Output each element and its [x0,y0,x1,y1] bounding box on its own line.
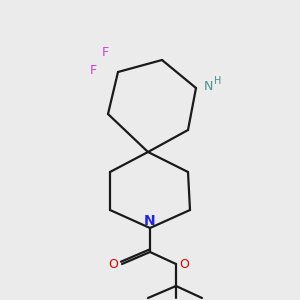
Text: O: O [108,259,118,272]
Text: N: N [144,214,156,228]
Text: F: F [101,46,109,59]
Text: F: F [89,64,97,76]
Text: O: O [179,257,189,271]
Text: H: H [214,76,222,86]
Text: N: N [203,80,213,92]
